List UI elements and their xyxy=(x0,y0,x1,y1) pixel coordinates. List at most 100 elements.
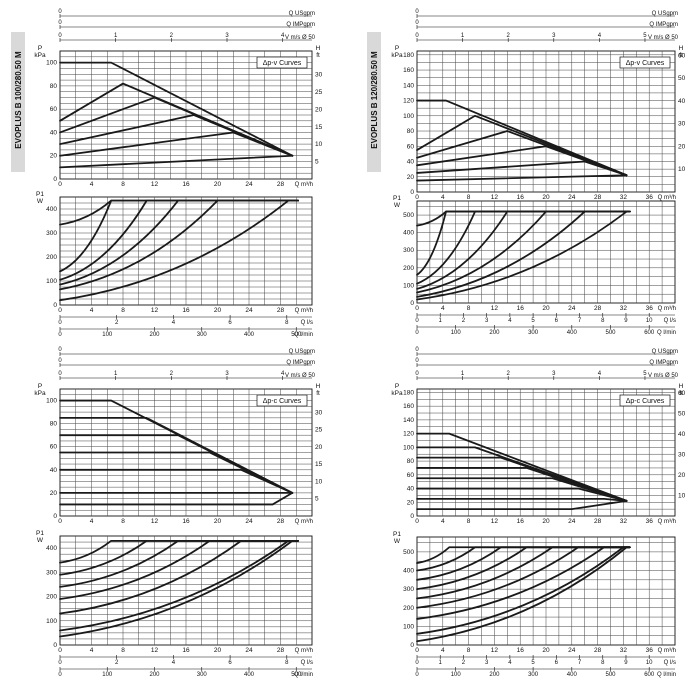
y-axis-unit: W xyxy=(394,202,401,209)
top-scale-title: V m/s Ø 50 xyxy=(285,373,316,379)
x-tick-label: 0 xyxy=(415,647,419,654)
bottom-scale-label: 2 xyxy=(115,320,119,326)
x-tick-label: 12 xyxy=(491,647,499,654)
bottom-scale-label: 300 xyxy=(197,672,208,678)
bottom-scale-label: 200 xyxy=(149,332,160,338)
bottom-scale-label: 1 xyxy=(439,318,443,324)
y2-tick-label: 15 xyxy=(315,461,323,468)
y-tick-label: 400 xyxy=(46,545,57,552)
top-scale-label: 0 xyxy=(58,9,62,15)
x-tick-label: 24 xyxy=(245,181,253,188)
y-tick-label: 100 xyxy=(403,444,414,451)
y2-tick-label: 10 xyxy=(678,166,686,173)
curve-series-8 xyxy=(416,499,628,511)
y-tick-label: 200 xyxy=(46,594,57,601)
bottom-scale-label: 3 xyxy=(485,318,489,324)
y-tick-label: 60 xyxy=(50,106,58,113)
bottom-scale-label: 7 xyxy=(578,660,582,666)
curve-series-6 xyxy=(416,546,631,609)
y-tick-label: 60 xyxy=(50,444,58,451)
legend: Δp-v Curves xyxy=(619,56,671,69)
bottom-scale-label: 6 xyxy=(555,318,559,324)
x-tick-label: 20 xyxy=(214,181,222,188)
top-scale-title: Q IMPgpm xyxy=(649,360,678,366)
curve-series-1 xyxy=(416,99,628,177)
legend: Δp-c Curves xyxy=(256,394,308,407)
y-axis-label: P xyxy=(38,383,42,390)
y2-tick-label: 10 xyxy=(315,478,323,485)
bottom-scale-label: 400 xyxy=(567,330,578,336)
bottom-scale-label: 500 xyxy=(605,672,616,678)
curve-series-1 xyxy=(59,539,300,564)
bottom-scale-title: Q l/min xyxy=(657,672,676,678)
bottom-scale-label: 9 xyxy=(624,318,628,324)
y-tick-label: 0 xyxy=(410,300,414,307)
curve-series-7 xyxy=(416,546,631,620)
y2-tick-label: 30 xyxy=(315,409,323,416)
legend-box xyxy=(256,56,308,69)
y2-tick-label: 10 xyxy=(315,141,323,148)
y2-axis-label: H xyxy=(316,45,321,52)
y-tick-label: 0 xyxy=(53,302,57,309)
y-tick-label: 100 xyxy=(403,282,414,289)
top-scale-label: 1 xyxy=(461,33,465,39)
y-tick-label: 100 xyxy=(403,113,414,120)
y2-tick-label: 30 xyxy=(678,451,686,458)
y-tick-label: 500 xyxy=(403,549,414,556)
y-tick-label: 300 xyxy=(46,230,57,237)
y-tick-label: 140 xyxy=(403,82,414,89)
x-tick-label: 16 xyxy=(182,647,190,654)
bottom-scale-label: 500 xyxy=(605,330,616,336)
x-axis-label: Q m³/h xyxy=(658,648,676,654)
bottom-scale-label: 9 xyxy=(624,660,628,666)
x-tick-label: 0 xyxy=(415,518,419,525)
x-tick-label: 4 xyxy=(441,194,445,201)
x-tick-label: 28 xyxy=(594,305,602,312)
x-tick-label: 8 xyxy=(467,647,471,654)
y-tick-label: 300 xyxy=(403,247,414,254)
curve-series-6 xyxy=(59,539,300,632)
bottom-scale-label: 400 xyxy=(244,672,255,678)
x-tick-label: 4 xyxy=(90,307,94,314)
top-scale-label: 1 xyxy=(114,371,118,377)
y-tick-label: 80 xyxy=(50,83,58,90)
curve-series-4 xyxy=(59,451,294,494)
curve-series-5 xyxy=(59,131,294,157)
x-axis-label: Q m³/h xyxy=(295,519,313,525)
x-tick-label: 16 xyxy=(517,647,525,654)
x-tick-label: 8 xyxy=(467,194,471,201)
bottom-scale-title: Q l/s xyxy=(301,660,313,666)
y-tick-label: 0 xyxy=(53,513,57,520)
model-label-bg xyxy=(367,32,381,172)
curve-series-6 xyxy=(59,154,294,169)
chart-panel-8: 0 4 8 12 16 20 24 28 32 36 Q m³/h0100200300400500P… xyxy=(393,531,676,678)
model-label-bg xyxy=(11,32,25,172)
model-label-text: EVOPLUS B 120/280.50 M xyxy=(370,51,379,149)
chart-panel-1: 0 4 8 12 16 20 24 28 Q m³/h020406080100PkPa51015… xyxy=(34,9,322,188)
curve-series-6 xyxy=(416,487,628,502)
bottom-scale-title: Q l/min xyxy=(294,672,313,678)
x-tick-label: 12 xyxy=(151,518,159,525)
curve-series-5 xyxy=(59,199,300,291)
y-tick-label: 300 xyxy=(403,586,414,593)
y-tick-label: 120 xyxy=(403,98,414,105)
top-scale-label: 2 xyxy=(170,371,174,377)
x-tick-label: 0 xyxy=(58,181,62,188)
x-tick-label: 8 xyxy=(467,305,471,312)
y-axis-label: P xyxy=(395,383,399,390)
y-axis-label: P1 xyxy=(36,191,44,198)
y-axis-label: P1 xyxy=(36,530,44,537)
curve-series-1 xyxy=(59,61,294,157)
top-scale-title: V m/s Ø 50 xyxy=(285,35,316,41)
x-tick-label: 12 xyxy=(151,181,159,188)
legend-box xyxy=(256,394,308,407)
curve-series-9 xyxy=(416,546,631,643)
legend-label: Δp-v Curves xyxy=(626,60,665,67)
curve-series-3 xyxy=(59,539,300,588)
x-tick-label: 24 xyxy=(245,647,253,654)
y2-tick-label: 10 xyxy=(678,492,686,499)
curve-series-1 xyxy=(416,546,631,564)
y-tick-label: 100 xyxy=(46,618,57,625)
curve-series-1 xyxy=(416,432,628,502)
